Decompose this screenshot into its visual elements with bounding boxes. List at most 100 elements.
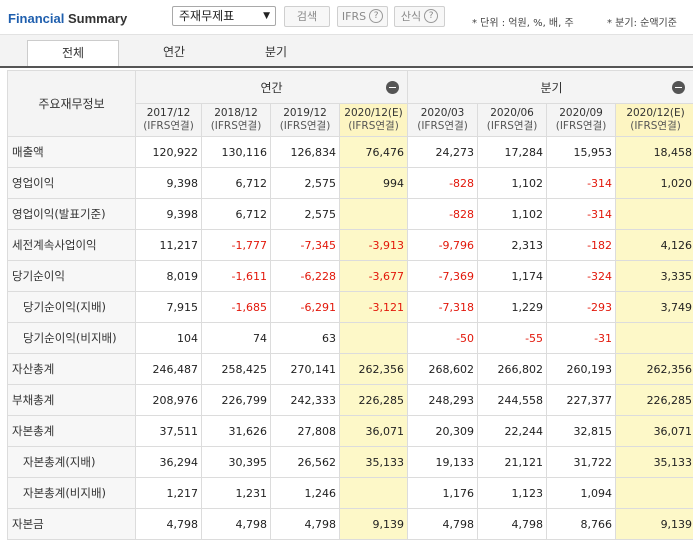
table-cell: 35,133 bbox=[340, 447, 408, 478]
column-date: 2019/12 bbox=[271, 107, 339, 120]
table-cell: 9,398 bbox=[136, 199, 202, 230]
table-cell: 9,139 bbox=[340, 509, 408, 540]
table-cell: -314 bbox=[547, 168, 616, 199]
table-cell: -7,345 bbox=[271, 230, 340, 261]
table-cell bbox=[616, 478, 693, 509]
table-cell: 1,231 bbox=[202, 478, 271, 509]
formula-button[interactable]: 산식? bbox=[394, 6, 445, 27]
row-label: 자본총계(지배) bbox=[8, 447, 136, 478]
table-cell bbox=[340, 478, 408, 509]
table-cell: 126,834 bbox=[271, 137, 340, 168]
group-annual-label: 연간 bbox=[136, 79, 407, 96]
unit-note: * 단위 : 억원, %, 배, 주 bbox=[472, 14, 574, 29]
title-financial: Financial bbox=[8, 11, 64, 26]
table-cell: 4,798 bbox=[408, 509, 478, 540]
table-cell: 18,458 bbox=[616, 137, 693, 168]
financial-summary-table: 주요재무정보 연간 분기 2017/12(IFRS연결)2018/12(IFRS… bbox=[7, 70, 693, 540]
chevron-down-icon: ▼ bbox=[263, 7, 270, 25]
table-cell: 2,575 bbox=[271, 199, 340, 230]
row-label: 영업이익 bbox=[8, 168, 136, 199]
column-header: 2020/12(E)(IFRS연결) bbox=[616, 104, 693, 137]
table-cell: 6,712 bbox=[202, 168, 271, 199]
table-cell: -182 bbox=[547, 230, 616, 261]
column-date: 2018/12 bbox=[202, 107, 270, 120]
collapse-icon[interactable] bbox=[672, 81, 685, 94]
group-annual: 연간 bbox=[136, 71, 408, 104]
row-header: 주요재무정보 bbox=[8, 71, 136, 137]
collapse-icon[interactable] bbox=[386, 81, 399, 94]
table-cell: 130,116 bbox=[202, 137, 271, 168]
table-cell: 35,133 bbox=[616, 447, 693, 478]
table-cell: -6,228 bbox=[271, 261, 340, 292]
row-label: 자본총계(비지배) bbox=[8, 478, 136, 509]
row-label: 당기순이익(지배) bbox=[8, 292, 136, 323]
table-cell: -55 bbox=[478, 323, 547, 354]
table-cell: 17,284 bbox=[478, 137, 547, 168]
tab-annual[interactable]: 연간 bbox=[128, 40, 220, 67]
table-cell: 7,915 bbox=[136, 292, 202, 323]
row-label: 당기순이익(비지배) bbox=[8, 323, 136, 354]
column-header: 2017/12(IFRS연결) bbox=[136, 104, 202, 137]
table-cell: -6,291 bbox=[271, 292, 340, 323]
quarter-note: * 분기: 순액기준 bbox=[607, 14, 677, 29]
table-cell: 994 bbox=[340, 168, 408, 199]
row-label: 자본금 bbox=[8, 509, 136, 540]
ifrs-label: IFRS bbox=[342, 10, 366, 23]
table-cell: 1,229 bbox=[478, 292, 547, 323]
table-cell: 266,802 bbox=[478, 354, 547, 385]
table-cell: 1,094 bbox=[547, 478, 616, 509]
table-cell: 31,626 bbox=[202, 416, 271, 447]
table-cell: 30,395 bbox=[202, 447, 271, 478]
column-basis: (IFRS연결) bbox=[202, 120, 270, 133]
tab-quarter[interactable]: 분기 bbox=[230, 40, 322, 67]
column-date: 2020/12(E) bbox=[616, 107, 693, 120]
table-cell: 262,356 bbox=[340, 354, 408, 385]
table-cell: 9,398 bbox=[136, 168, 202, 199]
table-cell: 246,487 bbox=[136, 354, 202, 385]
table-cell: 1,123 bbox=[478, 478, 547, 509]
table-cell: -828 bbox=[408, 199, 478, 230]
toolbar: Financial Summary 주재무제표 ▼ 검색 IFRS? 산식? *… bbox=[0, 0, 693, 34]
table-cell: 268,602 bbox=[408, 354, 478, 385]
table-cell: 36,071 bbox=[340, 416, 408, 447]
table-cell: 1,102 bbox=[478, 199, 547, 230]
table-cell: 11,217 bbox=[136, 230, 202, 261]
formula-label: 산식 bbox=[401, 10, 421, 23]
page-title: Financial Summary bbox=[8, 11, 127, 26]
search-button[interactable]: 검색 bbox=[284, 6, 330, 27]
tab-all[interactable]: 전체 bbox=[27, 40, 119, 67]
column-header: 2020/06(IFRS연결) bbox=[478, 104, 547, 137]
row-label: 매출액 bbox=[8, 137, 136, 168]
table-cell: 22,244 bbox=[478, 416, 547, 447]
statement-select[interactable]: 주재무제표 ▼ bbox=[172, 6, 276, 26]
column-basis: (IFRS연결) bbox=[547, 120, 615, 133]
table-cell: 2,575 bbox=[271, 168, 340, 199]
table-cell: -828 bbox=[408, 168, 478, 199]
column-date: 2020/03 bbox=[408, 107, 477, 120]
title-summary: Summary bbox=[64, 11, 127, 26]
tab-divider bbox=[0, 66, 693, 68]
table-cell: 120,922 bbox=[136, 137, 202, 168]
ifrs-button[interactable]: IFRS? bbox=[337, 6, 388, 27]
column-basis: (IFRS연결) bbox=[478, 120, 546, 133]
table-cell: 248,293 bbox=[408, 385, 478, 416]
column-date: 2017/12 bbox=[136, 107, 201, 120]
table-cell: -7,369 bbox=[408, 261, 478, 292]
table-cell: 8,766 bbox=[547, 509, 616, 540]
table-cell: -324 bbox=[547, 261, 616, 292]
table-cell: 76,476 bbox=[340, 137, 408, 168]
column-date: 2020/12(E) bbox=[340, 107, 407, 120]
table-cell: 24,273 bbox=[408, 137, 478, 168]
row-label: 영업이익(발표기준) bbox=[8, 199, 136, 230]
table-cell: -3,677 bbox=[340, 261, 408, 292]
column-header: 2018/12(IFRS연결) bbox=[202, 104, 271, 137]
table-cell: 1,246 bbox=[271, 478, 340, 509]
